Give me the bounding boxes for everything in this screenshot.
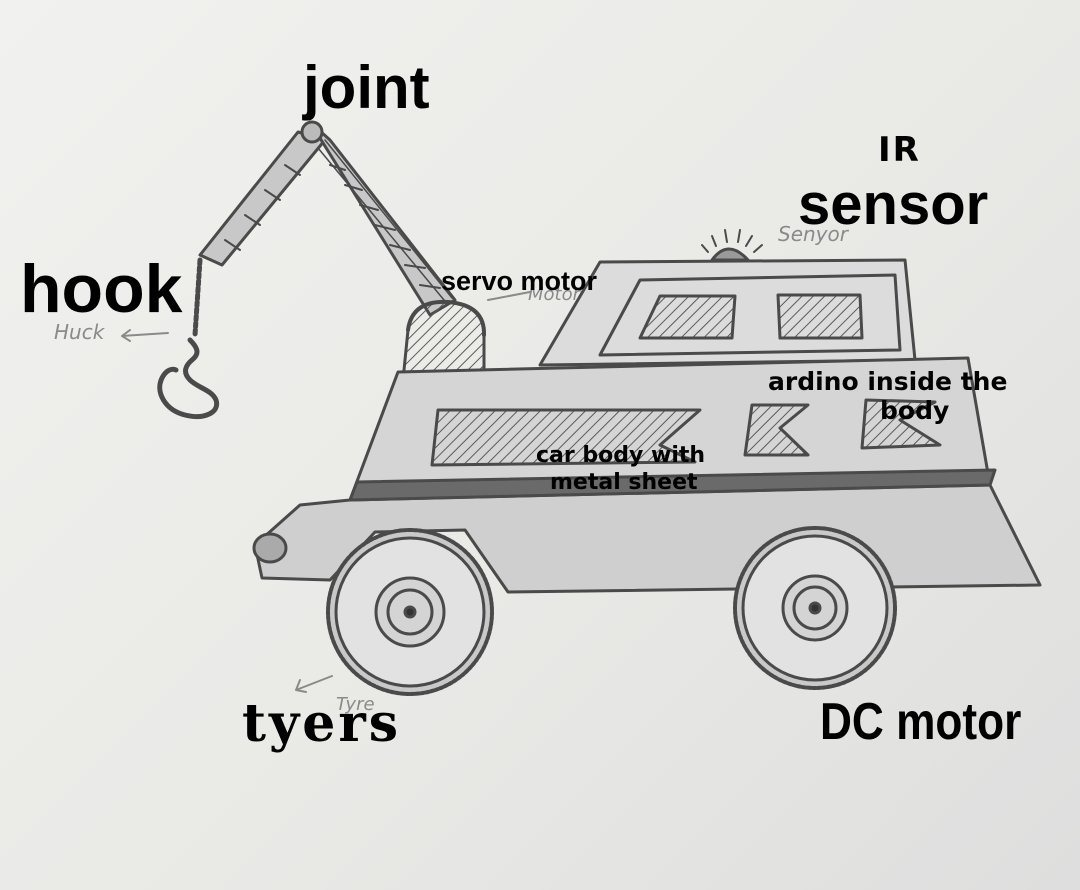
pencil-note-motor: Motor bbox=[528, 284, 581, 305]
servo-arrow-icon bbox=[487, 291, 531, 301]
label-servo-motor: servo motor bbox=[441, 266, 598, 296]
car-body bbox=[252, 356, 1042, 594]
label-arduino-line2: body bbox=[880, 396, 950, 425]
label-sensor: sensor bbox=[798, 172, 989, 237]
tyre-arrow-icon bbox=[295, 675, 333, 693]
pencil-note-sensor: Senyor bbox=[778, 222, 848, 246]
hook-chain bbox=[157, 257, 220, 419]
label-dc-motor: DC motor bbox=[820, 693, 1022, 751]
pencil-note-tyre: Tyre bbox=[336, 694, 375, 715]
label-hook: hook bbox=[20, 251, 183, 327]
front-wheel bbox=[326, 528, 494, 696]
crane-boom bbox=[198, 120, 457, 317]
label-tyres: tyers bbox=[242, 693, 401, 754]
ir-sensor-dome bbox=[701, 229, 763, 262]
joint-pivot bbox=[300, 120, 324, 144]
pencil-note-hook: Huck bbox=[54, 320, 105, 344]
label-arduino-line1: ardino inside the bbox=[768, 367, 1008, 396]
label-joint: joint bbox=[303, 54, 430, 121]
label-car-body-line1: car body with bbox=[536, 443, 706, 468]
label-car-body-line2: metal sheet bbox=[550, 470, 698, 495]
hook-arrow-icon bbox=[121, 329, 169, 342]
cab bbox=[538, 258, 917, 367]
label-ir: IR bbox=[878, 130, 921, 170]
rear-wheel bbox=[733, 526, 897, 690]
